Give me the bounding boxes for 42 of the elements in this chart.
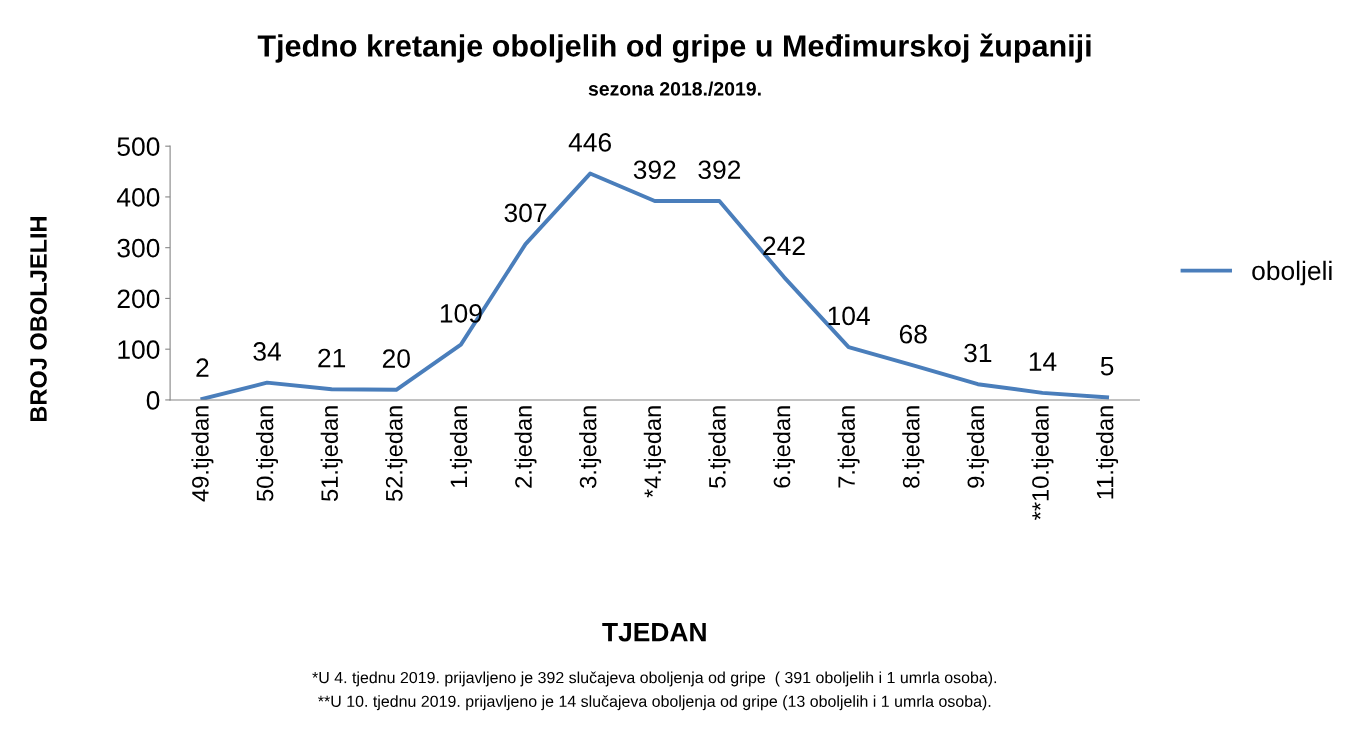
x-tick-label: 2.tjedan xyxy=(514,406,537,488)
y-tick-label: 100 xyxy=(118,340,160,360)
x-tick-label: **10.tjedan xyxy=(1031,406,1054,520)
x-tick-label: 50.tjedan xyxy=(256,406,279,501)
y-tick-label: 400 xyxy=(116,188,160,207)
x-tick-label: 52.tjedan xyxy=(385,406,408,501)
x-tick-label: 1.tjedan xyxy=(449,406,472,488)
y-axis-title: BROJ OBOLJELIH xyxy=(30,217,47,422)
x-tick-label: 5.tjedan xyxy=(708,406,731,488)
data-label: 242 xyxy=(763,236,805,255)
data-label: 5 xyxy=(1100,357,1114,376)
y-tick-label: 0 xyxy=(146,391,160,410)
data-label: 392 xyxy=(698,160,741,180)
legend-label: oboljeli xyxy=(1252,260,1332,286)
x-tick-label: 6.tjedan xyxy=(772,406,795,488)
data-label: 14 xyxy=(1029,352,1057,371)
data-label: 307 xyxy=(504,203,547,223)
x-tick-label: 11.tjedan xyxy=(1096,406,1119,499)
data-label: 20 xyxy=(382,349,410,368)
data-label: 2 xyxy=(196,358,209,377)
data-label: 31 xyxy=(964,343,992,363)
chart-title: Tjedno kretanje oboljelih od gripe u Međimurskoj županiji xyxy=(257,33,1091,63)
y-tick-label: 200 xyxy=(117,289,160,309)
y-tick-label: 500 xyxy=(117,137,160,156)
data-label: 446 xyxy=(568,133,611,152)
x-tick-label: 3.tjedan xyxy=(579,406,602,488)
data-label: 104 xyxy=(828,306,870,326)
text: **U 10. tjednu 2019. prijavljeno je 14 slučajeva oboljenja od gripe (13 oboljelih i 1 umrla osoba). xyxy=(318,695,991,711)
x-tick-label: 7.tjedan xyxy=(837,406,860,488)
data-label: 34 xyxy=(253,342,281,361)
x-tick-label: 8.tjedan xyxy=(902,406,925,488)
x-tick-label: *4.tjedan xyxy=(643,406,666,498)
data-label: 392 xyxy=(633,160,676,180)
chart-subtitle: sezona 2018./2019. xyxy=(588,81,761,96)
x-tick-label: 9.tjedan xyxy=(966,406,989,488)
x-axis-title: TJEDAN xyxy=(602,623,706,642)
x-tick-label: 49.tjedan xyxy=(191,406,214,502)
y-tick-label: 300 xyxy=(117,238,160,258)
data-label: 21 xyxy=(318,348,346,368)
x-tick-label: 51.tjedan xyxy=(320,406,343,501)
text: *U 4. tjednu 2019. prijavljeno je 392 slučajeva oboljenja od gripe ( 391 oboljelih i 1 umrla osoba). xyxy=(312,671,997,687)
data-label: 68 xyxy=(899,324,927,344)
